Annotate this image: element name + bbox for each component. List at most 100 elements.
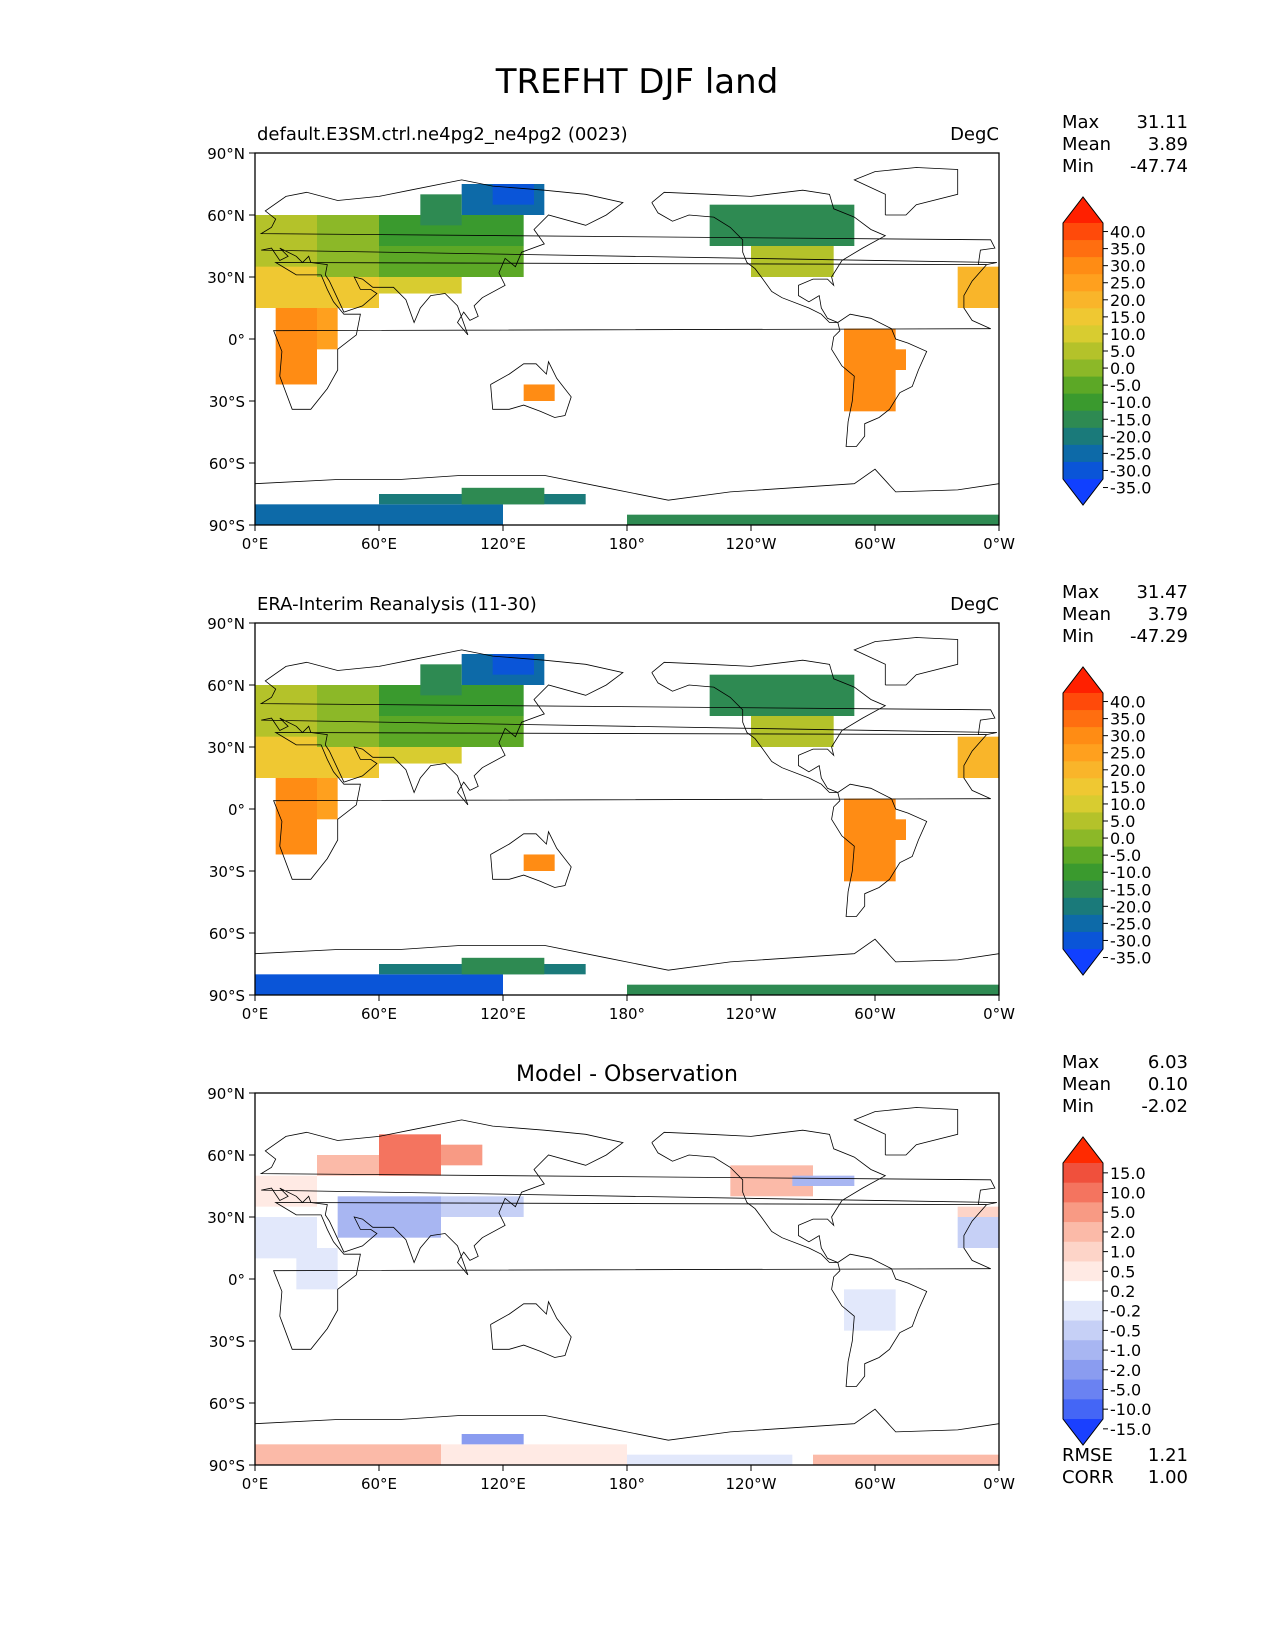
model-field-cell: [523, 384, 555, 401]
model-field-cell: [275, 308, 317, 385]
colorbar-swatch: [1063, 1320, 1103, 1341]
colorbar-label: 1.0: [1110, 1243, 1135, 1262]
model-coastlines: [254, 167, 1000, 501]
diff-coastlines: [254, 1107, 1000, 1441]
obs-colorbar: 40.035.030.025.020.015.010.05.00.0-5.0-1…: [1062, 666, 1151, 976]
obs-coastlines: [254, 637, 1000, 971]
diff-field-cell: [441, 1196, 524, 1217]
colorbar-label: -30.0: [1110, 461, 1151, 480]
australia-coastline: [490, 830, 572, 888]
lat-tick-label: 90°S: [209, 1457, 245, 1475]
diff-field-cell: [441, 1444, 627, 1465]
colorbar-swatch: [1063, 778, 1103, 796]
model-field: [255, 184, 999, 525]
colorbar-swatch: [1063, 1281, 1103, 1302]
lon-tick-label: 180°: [609, 1005, 645, 1023]
diff-field-cell: [461, 1434, 524, 1445]
colorbar-label: 15.0: [1110, 308, 1146, 327]
africa-coastline: [273, 1202, 991, 1350]
lon-tick-label: 0°E: [242, 1005, 269, 1023]
colorbar-swatch: [1063, 461, 1103, 480]
diff-field-cell: [957, 1206, 999, 1217]
colorbar-label: -10.0: [1110, 1400, 1151, 1419]
colorbar-swatch: [1063, 444, 1103, 463]
metric-label-rmse: RMSE: [1062, 1445, 1113, 1466]
lat-tick-label: 60°S: [209, 455, 245, 473]
colorbar-label: 20.0: [1110, 291, 1146, 310]
lat-tick-label: 30°N: [207, 739, 245, 757]
colorbar-label: -10.0: [1110, 393, 1151, 412]
metric-value-rmse: 1.21: [1148, 1445, 1188, 1466]
colorbar-label: 30.0: [1110, 727, 1146, 746]
colorbar-label: 10.0: [1110, 1184, 1146, 1203]
stat-label-mean: Mean: [1062, 1074, 1111, 1095]
colorbar-swatch: [1063, 291, 1103, 309]
eurasia-coastline: [259, 1119, 997, 1276]
colorbar-swatch: [1063, 812, 1103, 831]
obs-field-cell: [875, 819, 906, 840]
eurasia-coastline: [259, 179, 997, 336]
obs-field-cell: [379, 716, 524, 747]
model-left-title: default.E3SM.ctrl.ne4pg2_ne4pg2 (0023): [257, 124, 628, 145]
colorbar-label: -1.0: [1110, 1341, 1141, 1360]
lon-tick-label: 60°W: [854, 1475, 896, 1493]
colorbar-swatch: [1063, 274, 1103, 292]
greenland-coastline: [853, 637, 959, 686]
colorbar-swatch: [1063, 795, 1103, 813]
colorbar-swatch: [1063, 1379, 1103, 1400]
diff-field-cell: [379, 1134, 441, 1176]
colorbar-label: 30.0: [1110, 257, 1146, 276]
colorbar-swatch: [1063, 829, 1103, 848]
colorbar-label: -25.0: [1110, 914, 1151, 933]
colorbar-label: 0.0: [1110, 829, 1135, 848]
colorbar-label: 2.0: [1110, 1223, 1135, 1242]
lat-tick-label: 90°N: [207, 1085, 245, 1103]
model-units-label: DegC: [950, 124, 999, 145]
colorbar-swatch: [1063, 342, 1103, 361]
obs-field-cell: [461, 957, 545, 975]
diff-field-cell: [844, 1289, 896, 1331]
australia-coastline: [490, 360, 572, 418]
obs-field-cell: [709, 674, 855, 716]
colorbar-label: 0.2: [1110, 1282, 1135, 1301]
colorbar-label: -5.0: [1110, 846, 1141, 865]
colorbar-label: -10.0: [1110, 863, 1151, 882]
diff-colorbar: 15.010.05.02.01.00.50.2-0.2-0.5-1.0-2.0-…: [1062, 1136, 1151, 1446]
africa-coastline: [273, 732, 991, 880]
lat-tick-label: 90°N: [207, 615, 245, 633]
metric-value-corr: 1.00: [1148, 1467, 1188, 1488]
colorbar-swatch: [1063, 1300, 1103, 1322]
lon-tick-label: 0°E: [242, 535, 269, 553]
lat-tick-label: 90°N: [207, 145, 245, 163]
lon-tick-label: 60°E: [361, 535, 397, 553]
obs-field-cell: [255, 974, 503, 995]
colorbar-swatch: [1063, 761, 1103, 779]
stat-label-min: Min: [1062, 156, 1094, 177]
lon-tick-label: 120°W: [726, 535, 777, 553]
greenland-coastline: [853, 167, 959, 216]
colorbar-label: -20.0: [1110, 427, 1151, 446]
metric-label-corr: CORR: [1062, 1467, 1114, 1488]
colorbar-swatch: [1063, 897, 1103, 916]
colorbar-label: -35.0: [1110, 479, 1151, 498]
colorbar-label: 0.5: [1110, 1262, 1135, 1281]
stat-value-min: -47.74: [1130, 156, 1188, 177]
lat-tick-label: 30°N: [207, 269, 245, 287]
lon-tick-label: 120°E: [480, 1475, 526, 1493]
colorbar-swatch: [1063, 1399, 1103, 1420]
obs-field: [255, 654, 999, 995]
stat-label-max: Max: [1062, 112, 1100, 133]
diff-field-cell: [296, 1248, 338, 1290]
obs-field-cell: [317, 778, 338, 820]
obs-field-cell: [420, 664, 462, 696]
colorbar-label: -25.0: [1110, 444, 1151, 463]
colorbar-bottom-extension: [1063, 949, 1103, 975]
obs-field-cell: [492, 654, 534, 675]
obs-field-cell: [317, 685, 379, 747]
lon-tick-label: 0°W: [983, 1475, 1015, 1493]
colorbar-swatch: [1063, 393, 1103, 412]
lon-tick-label: 0°W: [983, 1005, 1015, 1023]
obs-field-cell: [751, 716, 834, 747]
model-field-cell: [379, 246, 524, 277]
